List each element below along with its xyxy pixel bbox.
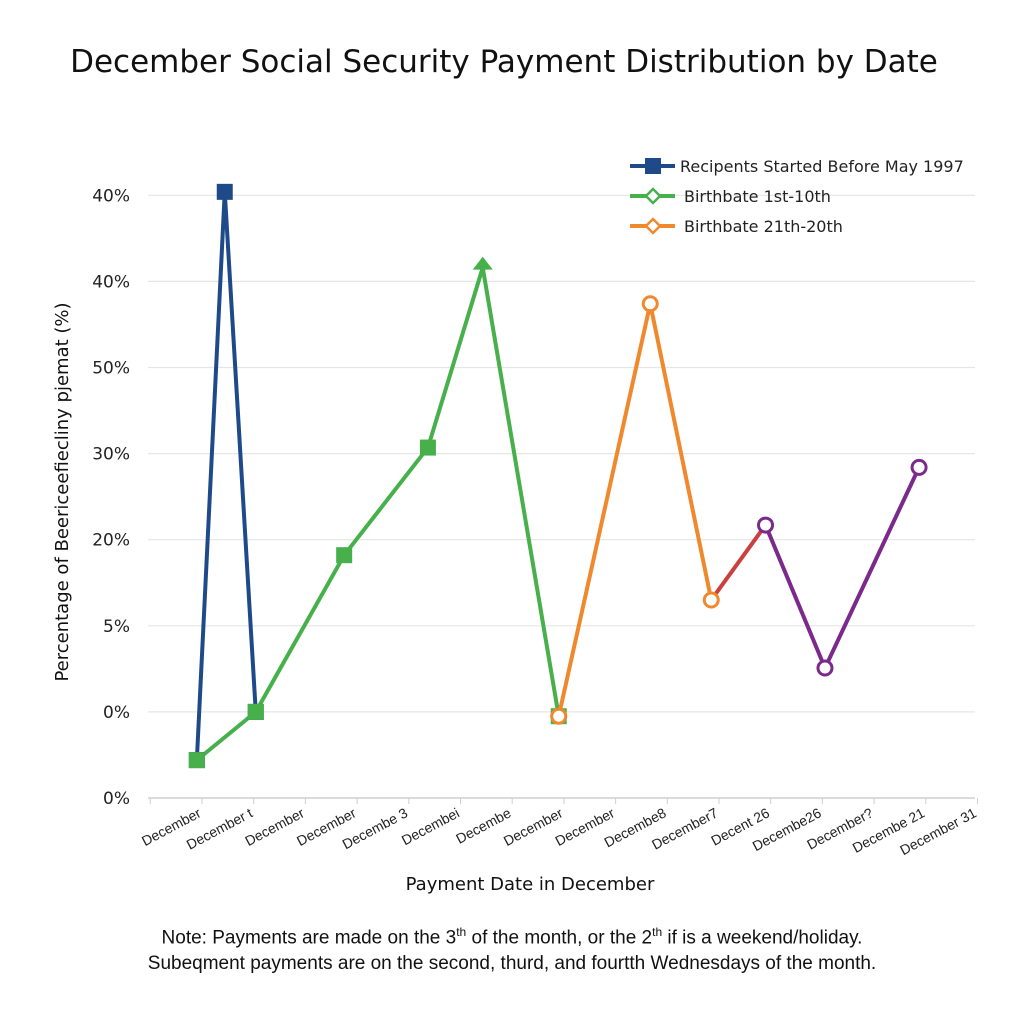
series-4 [763,466,921,670]
data-point [247,703,264,720]
footnote-text: if is a weekend/holiday. [662,927,863,949]
legend-label: Birthbate 1st-10th [684,187,831,206]
y-tick-label: 50% [92,359,130,379]
legend-label: Recipents Started Before May 1997 [680,157,964,176]
legend-diamond-marker [644,187,662,205]
data-point [757,516,775,534]
series-line [194,189,258,761]
data-point [910,458,928,476]
series-line [709,523,768,602]
y-tick-label: 0% [103,703,130,723]
series-line [763,466,921,670]
series-group [188,183,928,769]
legend-diamond-marker [644,217,662,235]
series-line [195,265,561,762]
gridlines [148,194,975,799]
y-axis-ticks: 0% 0% 5% 20% 30% 50% 40% 40% [92,186,130,809]
data-point [336,547,353,564]
y-tick-label: 5% [103,617,130,637]
legend: Recipents Started Before May 1997 Birthba… [630,157,964,236]
footnote-text: Note: Payments are made on the 3 [161,927,457,949]
footnote-sup: th [652,925,663,939]
data-point [188,752,205,769]
legend-label: Birthbate 21th-20th [684,217,843,236]
series-markers-4 [757,458,928,677]
data-point [702,591,720,609]
data-point [641,295,659,313]
series-2 [556,301,714,717]
y-axis-label: Percentage of Beericeefiecliny pjemat (%… [52,302,73,681]
y-tick-label: 40% [92,272,130,292]
legend-item: Recipents Started Before May 1997 [630,157,964,176]
footnote-text: of the month, or the 2 [466,927,653,949]
legend-square-marker [645,158,661,174]
data-point [472,256,493,270]
data-point [419,439,436,456]
series-1 [195,265,561,762]
data-point [216,183,233,200]
chart-title: December Social Security Payment Distrib… [70,44,938,80]
y-tick-label: 20% [92,531,130,551]
series-line [556,301,714,717]
legend-item: Birthbate 21th-20th [630,217,843,236]
series-markers-2 [550,295,720,725]
series-3 [709,523,768,602]
x-tick-label: Decembei [399,805,462,849]
footnote-line-2: Subeqment payments are on the second, th… [147,953,877,974]
footnote-line-1: Note: Payments are made on the 3th of th… [0,925,1024,949]
series-0 [194,189,258,761]
footnote-sup: th [456,925,467,939]
y-tick-label: 40% [92,186,130,206]
x-axis-label: Payment Date in December [406,874,655,895]
y-tick-label: 0% [103,789,130,809]
legend-item: Birthbate 1st-10th [630,187,831,206]
data-point [816,659,834,677]
y-tick-label: 30% [92,445,130,465]
data-point [550,707,568,725]
